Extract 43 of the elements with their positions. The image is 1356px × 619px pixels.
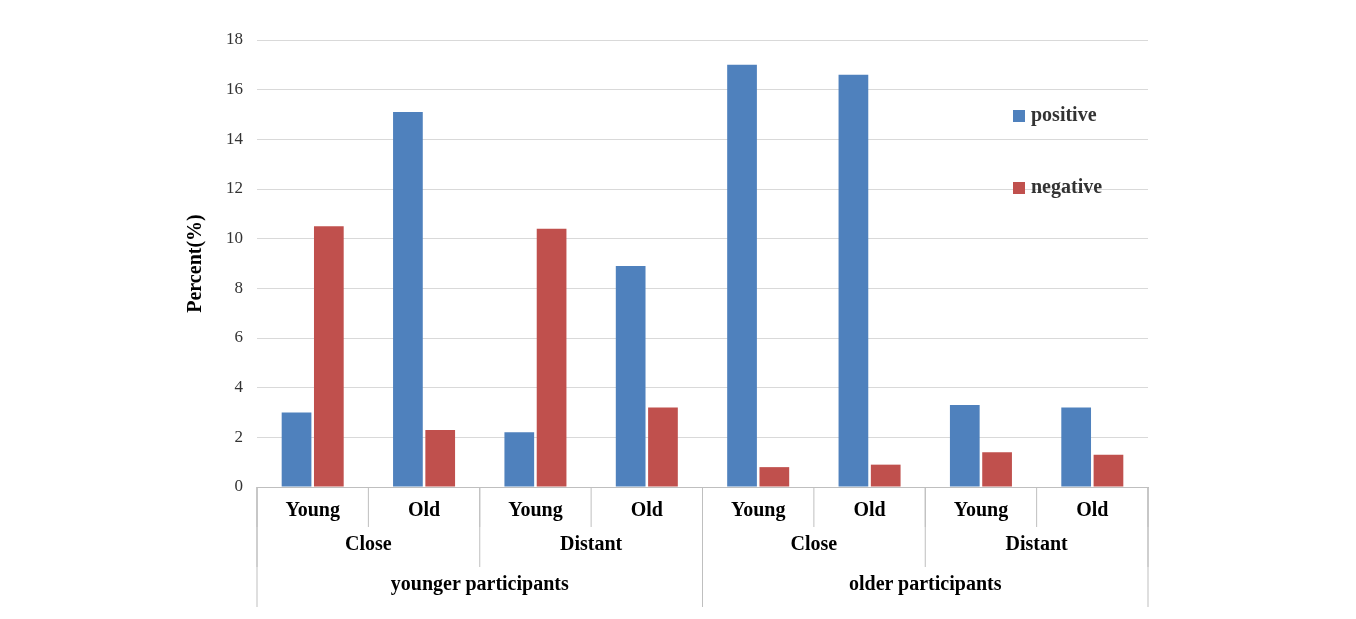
y-tick-label: 16 [226, 79, 243, 99]
bar [759, 467, 790, 487]
text: older participants [849, 572, 1002, 596]
y-axis-title: Percent(%) [183, 214, 207, 313]
x-tick-label: Young [953, 498, 1009, 522]
x-tick-label: Young [285, 498, 340, 522]
y-tick-label: 6 [234, 327, 243, 347]
bar [1061, 407, 1092, 487]
bar [536, 228, 567, 487]
bar [838, 74, 869, 487]
y-tick-label: 8 [234, 277, 243, 297]
y-tick-label: 18 [226, 29, 243, 49]
legend-label: negative [1031, 175, 1103, 199]
y-tick-label: 2 [234, 426, 243, 446]
x-tick-label: Old [1076, 498, 1109, 521]
bar [727, 64, 757, 487]
bar [648, 407, 678, 487]
text: Distant [560, 532, 623, 555]
x-tick-label: Young [508, 498, 563, 522]
text: younger participants [390, 572, 569, 596]
bar [1093, 454, 1124, 487]
bar [870, 464, 901, 487]
y-tick-label: 10 [226, 228, 243, 248]
x-tick-label: Old [630, 498, 663, 521]
text: Distant [1005, 532, 1069, 555]
x-tick-label: Old [407, 498, 441, 521]
text: Close [790, 532, 838, 555]
bar [393, 112, 423, 487]
bar [949, 405, 980, 487]
bar [615, 265, 646, 487]
bar [982, 452, 1012, 487]
x-tick-label: Young [730, 498, 786, 522]
bar [313, 226, 344, 487]
text: Close [345, 532, 392, 555]
y-tick-label: 0 [234, 476, 243, 496]
y-tick-label: 4 [234, 377, 244, 397]
y-tick-label: 12 [226, 178, 243, 198]
bar [425, 429, 456, 487]
bar [281, 412, 312, 487]
legend-label: positive [1031, 103, 1097, 127]
bar [504, 432, 535, 487]
y-tick-label: 14 [226, 128, 244, 148]
x-tick-label: Old [853, 498, 886, 521]
